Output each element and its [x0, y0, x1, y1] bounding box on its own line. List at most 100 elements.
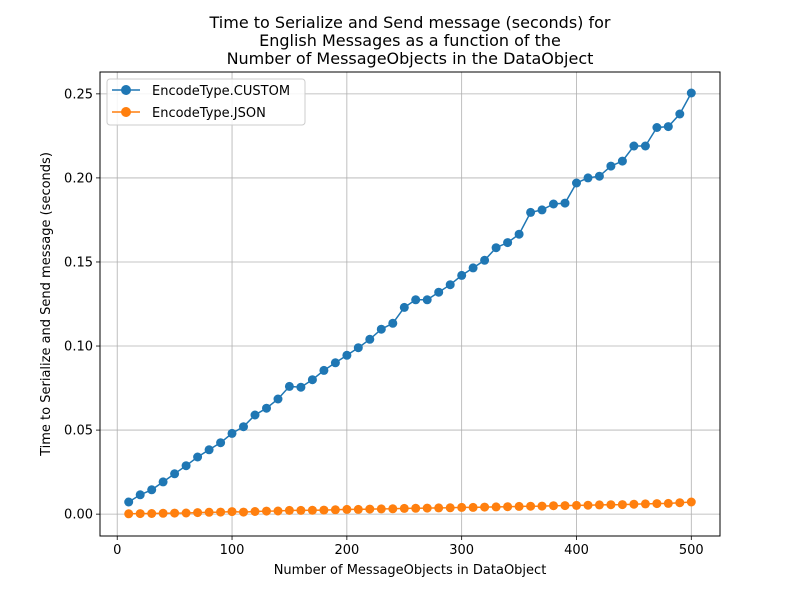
legend-marker-json: [121, 107, 131, 117]
y-tick-label: 0.00: [64, 508, 93, 523]
data-point-1: [227, 507, 237, 517]
data-point-1: [170, 508, 180, 518]
data-point-0: [262, 403, 271, 413]
data-point-1: [606, 500, 616, 510]
data-point-0: [399, 302, 409, 312]
data-point-1: [686, 497, 696, 507]
data-point-0: [216, 438, 226, 448]
legend-marker-custom: [121, 85, 131, 95]
data-point-0: [445, 280, 455, 290]
data-point-0: [617, 156, 627, 166]
data-point-1: [560, 501, 570, 511]
data-point-1: [411, 503, 421, 513]
data-point-0: [480, 255, 490, 265]
x-tick-label: 0: [113, 543, 121, 558]
data-point-0: [629, 141, 639, 151]
data-point-1: [549, 501, 558, 511]
data-point-1: [262, 506, 271, 516]
data-point-0: [158, 477, 168, 487]
data-point-1: [158, 508, 168, 518]
x-axis-label: Number of MessageObjects in DataObject: [274, 563, 547, 578]
data-point-0: [503, 238, 513, 248]
data-point-0: [411, 295, 421, 305]
data-point-1: [640, 499, 650, 509]
data-point-1: [537, 501, 547, 511]
grid: [100, 72, 720, 536]
y-tick-label: 0.05: [64, 424, 93, 439]
data-point-1: [204, 507, 214, 517]
plot-frame: [99, 71, 721, 537]
data-point-0: [330, 358, 340, 368]
x-tick-label: 100: [220, 543, 245, 558]
data-point-1: [514, 501, 524, 511]
data-point-0: [273, 394, 283, 404]
data-point-1: [388, 504, 398, 514]
data-point-0: [365, 334, 375, 344]
data-point-0: [388, 318, 398, 328]
data-point-0: [284, 381, 294, 391]
data-point-0: [537, 205, 547, 215]
y-tick-label: 0.20: [64, 171, 93, 186]
data-point-0: [434, 287, 444, 297]
data-point-0: [686, 88, 696, 98]
data-point-0: [181, 461, 191, 471]
x-tick-label: 400: [564, 543, 589, 558]
data-point-0: [147, 485, 157, 495]
data-point-1: [365, 504, 375, 514]
data-point-1: [319, 505, 329, 515]
data-point-1: [124, 509, 134, 519]
data-point-1: [399, 503, 409, 513]
data-point-0: [250, 410, 260, 420]
data-point-1: [342, 504, 352, 514]
legend: EncodeType.CUSTOM EncodeType.JSON: [106, 78, 306, 126]
data-point-1: [629, 499, 639, 509]
legend-label-custom: EncodeType.CUSTOM: [152, 84, 290, 99]
data-point-1: [250, 507, 260, 516]
y-tick-label: 0.15: [64, 255, 93, 270]
data-point-1: [583, 500, 593, 510]
data-point-1: [445, 503, 455, 513]
data-point-1: [296, 505, 306, 515]
data-point-1: [503, 502, 513, 512]
data-point-1: [307, 505, 317, 515]
legend-label-json: EncodeType.JSON: [152, 106, 266, 121]
data-point-0: [342, 350, 352, 360]
y-axis-label: Time to Serialize and Send message (seco…: [39, 152, 54, 457]
data-point-0: [572, 178, 581, 188]
data-point-1: [663, 498, 673, 508]
data-point-1: [572, 500, 581, 510]
data-point-1: [480, 502, 490, 512]
data-point-0: [239, 422, 248, 432]
data-point-0: [526, 207, 536, 217]
data-point-0: [353, 343, 363, 353]
chart-title-line-2: English Messages as a function of the: [259, 31, 561, 50]
series-group: [124, 88, 696, 519]
data-point-1: [526, 501, 536, 511]
data-point-1: [376, 504, 386, 514]
data-point-0: [170, 469, 180, 479]
data-point-1: [193, 508, 203, 518]
x-tick-label: 200: [334, 543, 359, 558]
data-point-1: [434, 503, 444, 513]
data-point-0: [663, 122, 673, 132]
data-point-0: [319, 365, 329, 375]
axis-ticks: 0 100 200 300 400 500 0.00 0.05 0.10 0.15 0.20 0.25: [64, 87, 704, 558]
data-point-1: [147, 509, 157, 518]
chart-title-line-3: Number of MessageObjects in the DataObje…: [227, 49, 594, 68]
y-tick-label: 0.25: [64, 87, 93, 102]
data-point-0: [135, 490, 145, 500]
data-point-1: [594, 500, 604, 510]
data-point-0: [307, 375, 317, 385]
data-point-0: [491, 243, 501, 253]
data-point-0: [468, 263, 478, 273]
data-point-0: [204, 445, 214, 455]
data-point-1: [353, 504, 363, 514]
data-point-0: [640, 141, 650, 151]
x-tick-label: 300: [449, 543, 474, 558]
data-point-1: [181, 508, 191, 518]
data-point-1: [468, 502, 478, 512]
data-point-1: [273, 506, 283, 516]
data-point-1: [216, 507, 226, 517]
x-tick-label: 500: [679, 543, 704, 558]
